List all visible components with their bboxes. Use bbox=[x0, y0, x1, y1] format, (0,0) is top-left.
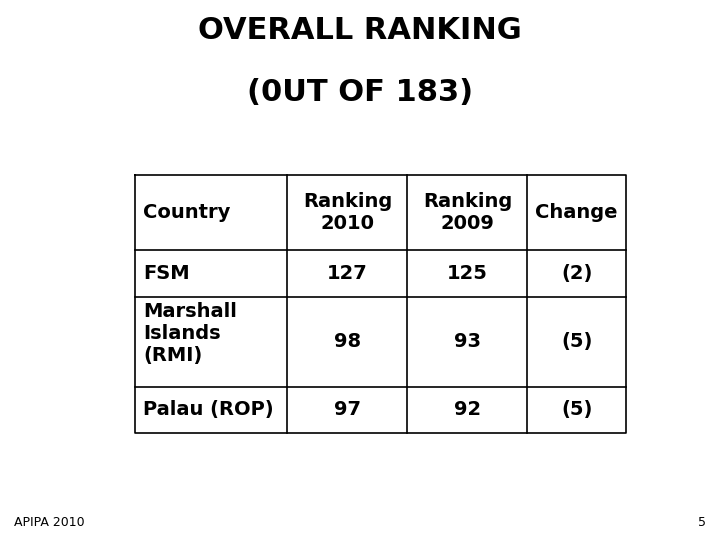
Text: (5): (5) bbox=[561, 400, 593, 419]
Text: Marshall
Islands
(RMI): Marshall Islands (RMI) bbox=[143, 301, 237, 365]
Text: Palau (ROP): Palau (ROP) bbox=[143, 400, 274, 419]
Text: FSM: FSM bbox=[143, 264, 189, 283]
Text: OVERALL RANKING: OVERALL RANKING bbox=[198, 16, 522, 45]
Text: 92: 92 bbox=[454, 400, 481, 419]
Text: (5): (5) bbox=[561, 332, 593, 351]
Text: 98: 98 bbox=[334, 332, 361, 351]
Text: (0UT OF 183): (0UT OF 183) bbox=[247, 78, 473, 107]
Text: Ranking
2009: Ranking 2009 bbox=[423, 192, 512, 233]
Text: 127: 127 bbox=[327, 264, 368, 283]
Text: APIPA 2010: APIPA 2010 bbox=[14, 516, 85, 529]
Text: Change: Change bbox=[536, 203, 618, 222]
Text: 125: 125 bbox=[447, 264, 488, 283]
Text: 5: 5 bbox=[698, 516, 706, 529]
Text: (2): (2) bbox=[561, 264, 593, 283]
Text: Country: Country bbox=[143, 203, 230, 222]
Text: Ranking
2010: Ranking 2010 bbox=[303, 192, 392, 233]
Text: 93: 93 bbox=[454, 332, 481, 351]
Text: 97: 97 bbox=[334, 400, 361, 419]
